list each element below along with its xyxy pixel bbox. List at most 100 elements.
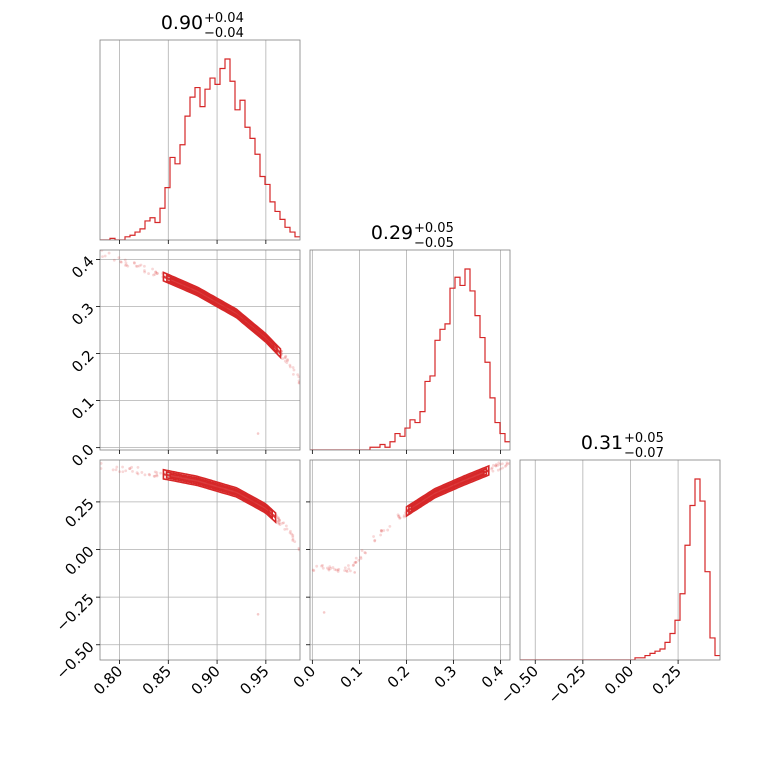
sample-point — [297, 546, 300, 550]
sample-point — [326, 566, 329, 570]
contour-level — [408, 467, 488, 515]
sample-point — [147, 272, 150, 275]
sample-point — [388, 525, 392, 528]
sample-point — [111, 468, 115, 472]
panel-content — [311, 461, 510, 614]
contour-level — [405, 464, 490, 518]
x-tick-label: 0.25 — [649, 662, 685, 698]
histogram-step — [520, 478, 720, 660]
contour-core — [163, 473, 277, 519]
sample-point — [100, 462, 103, 465]
sample-point — [291, 539, 295, 542]
sample-point — [132, 261, 136, 264]
sample-point — [496, 468, 500, 472]
panel-content — [310, 268, 510, 450]
sample-point — [397, 514, 401, 518]
sample-point — [504, 463, 508, 467]
sample-point — [278, 518, 282, 522]
sample-point — [100, 250, 104, 252]
panel-frame — [99, 459, 301, 661]
sample-point — [321, 566, 325, 570]
sample-point — [336, 568, 340, 572]
param-title-plus: +0.04 — [204, 11, 244, 26]
param-title: 0.29 — [371, 222, 413, 244]
panel-frame — [99, 39, 301, 241]
sample-point — [311, 568, 315, 572]
sample-point — [337, 567, 341, 571]
sample-point — [327, 567, 331, 571]
sample-point — [297, 381, 300, 385]
sample-point — [128, 467, 132, 471]
panel-frame — [309, 459, 511, 661]
sample-point — [280, 521, 284, 525]
sample-point — [151, 267, 154, 271]
sample-point — [100, 467, 103, 470]
joint-panel — [306, 459, 511, 664]
contour-core — [405, 469, 490, 513]
sample-point — [114, 468, 118, 472]
sample-point — [351, 564, 355, 567]
sample-point — [373, 538, 377, 542]
y-tick-label: 0.3 — [68, 299, 98, 329]
sample-point — [494, 462, 498, 466]
sample-point — [124, 469, 128, 473]
x-tick-label: −0.50 — [497, 662, 542, 707]
sample-point — [282, 521, 286, 525]
histogram-panel: 0.31 +0.05−0.07 — [519, 431, 721, 664]
sample-point — [153, 474, 157, 478]
sample-point — [288, 531, 292, 535]
sample-point — [501, 466, 504, 470]
sample-point — [285, 361, 289, 365]
sample-point — [155, 272, 159, 275]
sample-point — [315, 564, 319, 568]
sample-point — [143, 264, 146, 268]
sample-point — [133, 261, 136, 265]
sample-point — [278, 521, 281, 525]
sample-point — [354, 556, 358, 560]
y-tick-label: 0.00 — [61, 542, 97, 578]
sample-point — [320, 564, 323, 568]
sample-point — [147, 472, 151, 476]
sample-point — [379, 533, 383, 537]
sample-point — [117, 256, 121, 260]
x-tick-label: 0.00 — [601, 662, 637, 698]
sample-point — [103, 254, 107, 258]
sample-point — [107, 251, 111, 255]
sample-point — [155, 473, 159, 477]
sample-point — [397, 515, 400, 519]
x-tick-label: 0.0 — [290, 662, 320, 692]
sample-point — [136, 465, 140, 469]
param-title-minus: −0.04 — [204, 26, 244, 41]
sample-point — [498, 467, 502, 471]
sample-point — [123, 258, 127, 262]
sample-point — [345, 569, 348, 573]
sample-point — [297, 379, 300, 383]
sample-point — [297, 381, 300, 385]
sample-point — [494, 464, 498, 468]
sample-point — [297, 375, 300, 379]
x-tick-label: 0.85 — [139, 662, 175, 698]
x-tick-label: −0.25 — [544, 662, 589, 707]
sample-point — [131, 469, 134, 473]
histogram-panel: 0.90 +0.04−0.04 — [99, 11, 301, 244]
panel-frame — [99, 249, 301, 451]
sample-point — [121, 465, 124, 469]
sample-point — [292, 368, 296, 372]
sample-point — [276, 520, 280, 524]
sample-point — [291, 366, 295, 369]
sample-point — [153, 272, 157, 276]
plot-root: 0.90 +0.04−0.040.29 +0.05−0.050.31 +0.05−0.… — [52, 11, 721, 707]
sample-point — [284, 355, 287, 359]
sample-point — [112, 258, 116, 262]
param-title-minus: −0.05 — [414, 236, 454, 251]
contour-level — [169, 276, 275, 350]
sample-point — [159, 471, 163, 475]
sample-point — [359, 557, 363, 560]
sample-point — [290, 532, 293, 536]
sample-point — [357, 558, 361, 562]
sample-point — [379, 529, 383, 532]
sample-point — [121, 470, 125, 474]
contour-level — [162, 468, 277, 525]
x-tick-label: 0.1 — [337, 662, 367, 692]
sample-point — [490, 466, 494, 470]
